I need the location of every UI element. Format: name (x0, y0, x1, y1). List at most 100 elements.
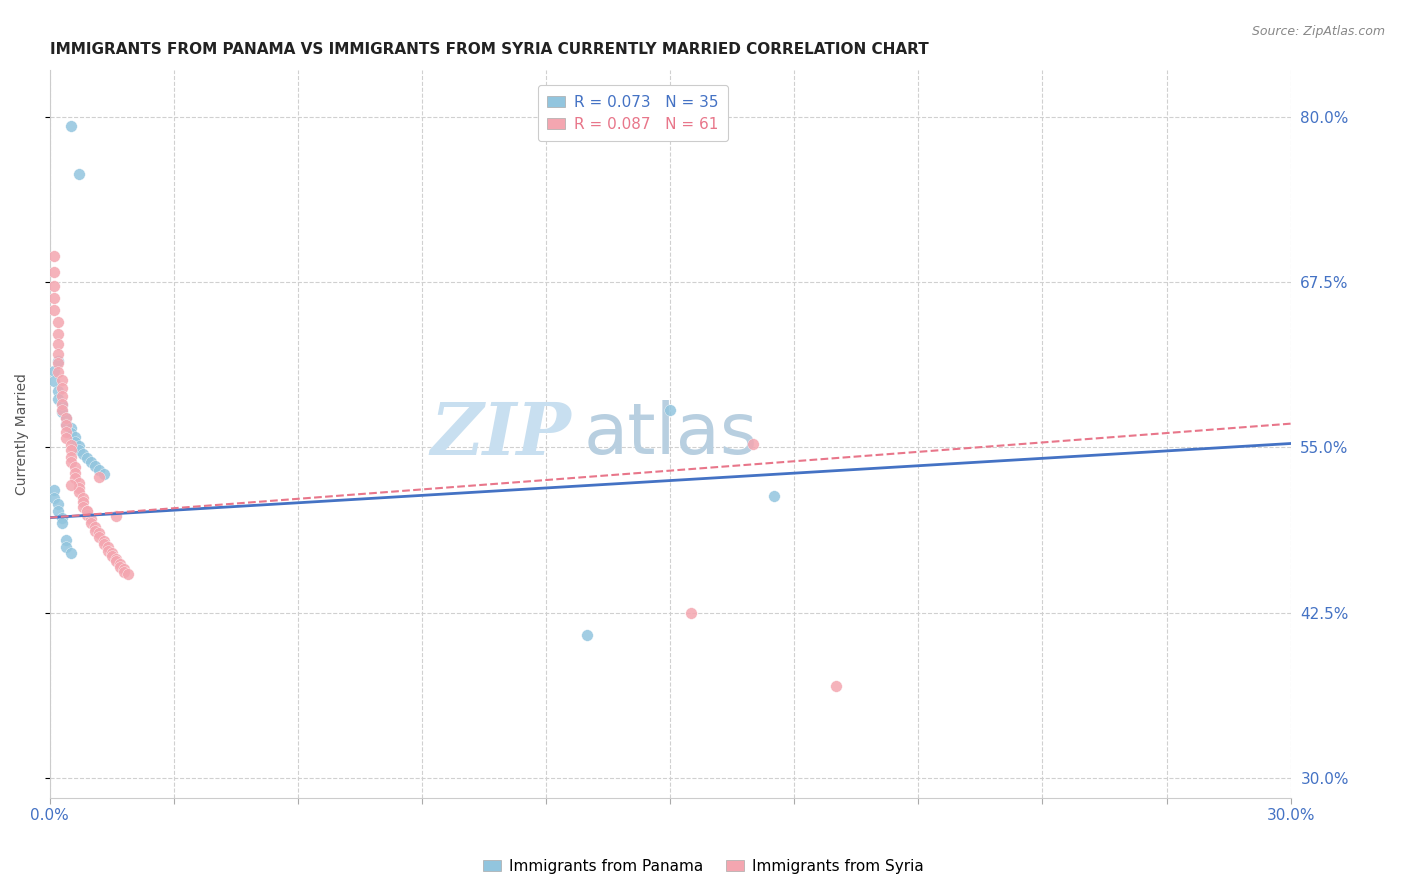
Point (55, 540, 77, 554)
Point (80, 455, 103, 469)
Point (89, 531, 111, 545)
Legend: Immigrants from Panama, Immigrants from Syria: Immigrants from Panama, Immigrants from … (477, 853, 929, 880)
Point (46, 365, 69, 379)
Point (80, 512, 103, 526)
Point (42, 302, 65, 317)
Point (105, 554, 128, 568)
Point (101, 546, 124, 560)
Point (51, 403, 73, 417)
Point (93, 537, 115, 551)
Point (51, 516, 73, 530)
Point (55, 411, 77, 425)
Point (51, 398, 73, 412)
Point (84, 458, 107, 473)
Point (46, 497, 69, 511)
Point (63, 471, 86, 485)
Point (46, 504, 69, 518)
Point (51, 373, 73, 387)
Point (108, 559, 131, 574)
Point (824, 679, 846, 693)
Point (51, 405, 73, 419)
Point (42, 291, 65, 305)
Point (46, 337, 69, 351)
Point (89, 463, 111, 477)
Point (63, 435, 86, 450)
Point (76, 504, 98, 518)
Point (46, 384, 69, 398)
Point (51, 510, 73, 524)
Point (42, 364, 65, 378)
Point (42, 279, 65, 293)
Point (42, 483, 65, 497)
Point (59, 450, 82, 464)
Text: Source: ZipAtlas.com: Source: ZipAtlas.com (1251, 25, 1385, 38)
Point (63, 460, 86, 475)
Point (72, 500, 94, 514)
Point (55, 533, 77, 547)
Text: IMMIGRANTS FROM PANAMA VS IMMIGRANTS FROM SYRIA CURRENTLY MARRIED CORRELATION CH: IMMIGRANTS FROM PANAMA VS IMMIGRANTS FRO… (49, 42, 928, 57)
Point (63, 466, 86, 480)
Point (42, 491, 65, 505)
Point (51, 381, 73, 395)
Point (67, 439, 90, 453)
Point (67, 443, 90, 458)
Point (97, 540, 120, 554)
Point (101, 549, 124, 563)
Point (72, 494, 94, 508)
Point (72, 447, 94, 461)
Point (46, 354, 69, 368)
Point (59, 455, 82, 469)
Point (51, 389, 73, 403)
Point (97, 543, 120, 558)
Point (76, 508, 98, 522)
Point (46, 392, 69, 406)
Point (76, 504, 98, 518)
Point (72, 491, 94, 505)
Point (84, 520, 107, 534)
Point (742, 436, 765, 450)
Point (576, 628, 599, 642)
Point (63, 430, 86, 444)
Point (112, 565, 135, 579)
Point (55, 431, 77, 445)
Point (55, 411, 77, 425)
Point (51, 397, 73, 411)
Point (46, 326, 69, 341)
Point (46, 356, 69, 370)
Text: atlas: atlas (583, 400, 758, 468)
Point (67, 167, 90, 181)
Point (55, 417, 77, 432)
Point (105, 551, 128, 566)
Point (67, 485, 90, 500)
Point (89, 469, 111, 483)
Point (76, 451, 98, 466)
Point (105, 509, 128, 524)
Point (55, 425, 77, 439)
Text: ZIP: ZIP (430, 399, 571, 470)
Legend: R = 0.073   N = 35, R = 0.087   N = 61: R = 0.073 N = 35, R = 0.087 N = 61 (538, 86, 728, 141)
Point (80, 516, 103, 530)
Point (46, 346, 69, 360)
Point (89, 526, 111, 541)
Point (46, 315, 69, 329)
Point (84, 524, 107, 538)
Y-axis label: Currently Married: Currently Married (15, 374, 30, 495)
Point (55, 417, 77, 431)
Point (659, 403, 682, 417)
Point (762, 490, 785, 504)
Point (42, 264, 65, 278)
Point (112, 562, 135, 576)
Point (59, 425, 82, 440)
Point (59, 119, 82, 133)
Point (59, 420, 82, 434)
Point (108, 557, 131, 571)
Point (117, 567, 139, 582)
Point (67, 482, 90, 496)
Point (93, 467, 115, 481)
Point (67, 476, 90, 491)
Point (42, 374, 65, 388)
Point (93, 534, 115, 549)
Point (59, 477, 82, 491)
Point (59, 438, 82, 452)
Point (42, 249, 65, 263)
